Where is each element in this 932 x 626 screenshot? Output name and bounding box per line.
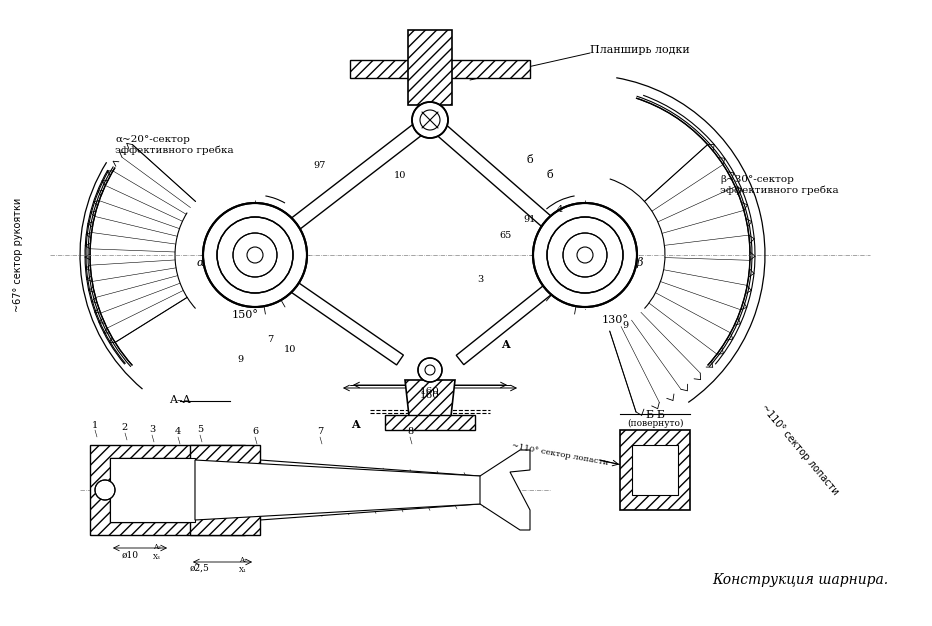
Text: 4: 4 bbox=[557, 205, 563, 215]
Text: 9: 9 bbox=[237, 356, 243, 364]
Text: 160: 160 bbox=[420, 387, 440, 396]
Polygon shape bbox=[620, 430, 690, 510]
Polygon shape bbox=[252, 255, 404, 365]
Polygon shape bbox=[350, 60, 530, 78]
Text: 10: 10 bbox=[284, 346, 296, 354]
Text: A₂
X₃: A₂ X₃ bbox=[153, 543, 161, 561]
Text: 2: 2 bbox=[122, 424, 128, 433]
Circle shape bbox=[233, 233, 277, 277]
Text: α: α bbox=[197, 258, 204, 268]
Polygon shape bbox=[195, 460, 480, 520]
Text: б: б bbox=[547, 170, 554, 180]
Polygon shape bbox=[425, 115, 590, 260]
Polygon shape bbox=[190, 445, 260, 535]
Text: 3: 3 bbox=[149, 426, 155, 434]
Text: б: б bbox=[527, 155, 533, 165]
Polygon shape bbox=[408, 30, 452, 105]
Text: β~30°-сектор
эффективного гребка: β~30°-сектор эффективного гребка bbox=[720, 175, 839, 195]
Text: Конструкция шарнира.: Конструкция шарнира. bbox=[712, 573, 888, 587]
Text: ~110° сектор лопасти: ~110° сектор лопасти bbox=[760, 403, 841, 497]
Circle shape bbox=[412, 102, 448, 138]
Text: A₂
X₁: A₂ X₁ bbox=[240, 557, 247, 573]
Polygon shape bbox=[457, 255, 589, 365]
Polygon shape bbox=[110, 458, 195, 522]
Circle shape bbox=[563, 233, 607, 277]
Text: 65: 65 bbox=[499, 230, 511, 240]
Circle shape bbox=[533, 203, 637, 307]
Text: 6: 6 bbox=[252, 428, 258, 436]
Text: A: A bbox=[500, 339, 509, 351]
Text: Б-Б: Б-Б bbox=[645, 410, 665, 420]
Text: 130°: 130° bbox=[601, 315, 628, 325]
Text: α~20°-сектор
эффективного гребка: α~20°-сектор эффективного гребка bbox=[115, 135, 234, 155]
Circle shape bbox=[95, 480, 115, 500]
Text: 5: 5 bbox=[197, 426, 203, 434]
Text: Планширь лодки: Планширь лодки bbox=[590, 45, 690, 55]
Text: 91: 91 bbox=[524, 215, 536, 225]
Text: ~110° сектор лопасти: ~110° сектор лопасти bbox=[511, 443, 609, 468]
Text: 1: 1 bbox=[92, 421, 98, 429]
Circle shape bbox=[547, 217, 623, 293]
Text: β: β bbox=[637, 257, 643, 269]
Text: A–A: A–A bbox=[170, 395, 191, 405]
Polygon shape bbox=[90, 445, 245, 535]
Text: A: A bbox=[350, 419, 360, 431]
Text: 4: 4 bbox=[175, 428, 181, 436]
Text: 9: 9 bbox=[622, 321, 628, 329]
Polygon shape bbox=[260, 450, 530, 530]
Text: (повернуто): (повернуто) bbox=[626, 418, 683, 428]
Text: 10: 10 bbox=[394, 170, 406, 180]
Text: ø10: ø10 bbox=[121, 550, 139, 560]
Text: 160: 160 bbox=[420, 391, 440, 399]
Circle shape bbox=[203, 203, 307, 307]
Text: 97: 97 bbox=[314, 160, 326, 170]
Text: 8: 8 bbox=[407, 428, 413, 436]
Circle shape bbox=[418, 358, 442, 382]
Polygon shape bbox=[385, 415, 475, 430]
Text: 7: 7 bbox=[317, 428, 323, 436]
Circle shape bbox=[217, 217, 293, 293]
Polygon shape bbox=[251, 115, 434, 260]
Text: 150°: 150° bbox=[231, 310, 258, 320]
Text: 3: 3 bbox=[477, 275, 483, 284]
Polygon shape bbox=[405, 380, 455, 425]
Text: ~67° сектор рукоятки: ~67° сектор рукоятки bbox=[13, 198, 23, 312]
Text: 7: 7 bbox=[267, 336, 273, 344]
Text: ø2,5: ø2,5 bbox=[190, 563, 210, 573]
Polygon shape bbox=[632, 445, 678, 495]
